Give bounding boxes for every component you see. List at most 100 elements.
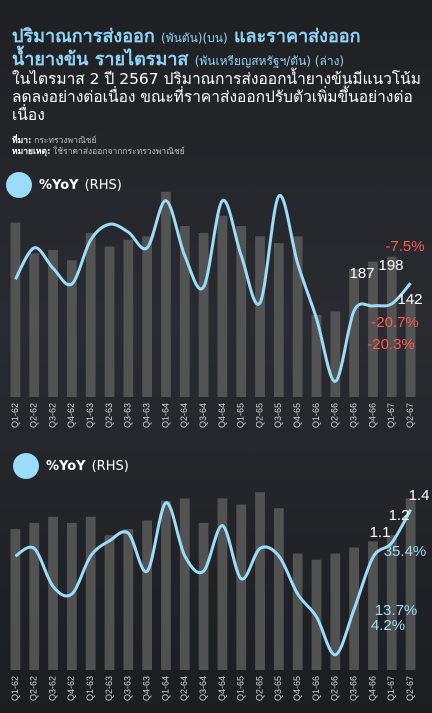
data-label: 1.1 [370, 524, 391, 541]
x-tick-label: Q1-66 [311, 676, 321, 701]
x-tick-label: Q2-66 [330, 403, 340, 428]
legend-label-bottom: %YoY [46, 458, 86, 474]
x-tick-label: Q1-67 [386, 403, 396, 428]
bar [217, 215, 228, 397]
x-tick-label: Q1-66 [311, 403, 321, 428]
data-label: -20.7% [371, 314, 419, 331]
chart-subtitle: ในไตรมาส 2 ปี 2567 ปริมาณการส่งออกน้ำยาง… [12, 70, 421, 124]
bar [29, 522, 40, 670]
x-tick-label: Q1-64 [160, 403, 170, 428]
data-label: -20.3% [367, 336, 415, 353]
bar [142, 520, 153, 670]
bar [311, 314, 322, 397]
x-tick-label: Q1-63 [85, 676, 95, 701]
x-tick-label: Q1-65 [236, 676, 246, 701]
bar [104, 246, 115, 397]
bar [273, 508, 284, 670]
bar [255, 492, 265, 670]
bar [179, 226, 190, 397]
x-tick-label: Q2-66 [330, 676, 340, 701]
x-tick-label: Q3-64 [198, 676, 208, 701]
source-text: กระทรวงพาณิชย์ [34, 136, 97, 146]
bar [405, 299, 416, 397]
x-tick-label: Q1-67 [386, 676, 396, 701]
x-tick-label: Q2-62 [29, 403, 39, 428]
title-part-2: และราคาส่งออก [233, 26, 361, 47]
x-tick-label: Q3-66 [349, 403, 359, 428]
x-tick-label: Q2-62 [29, 676, 39, 701]
bar [368, 541, 378, 670]
x-tick-label: Q3-63 [123, 403, 133, 428]
data-label: 35.4% [384, 543, 427, 560]
x-tick-label: Q2-63 [104, 676, 114, 701]
x-tick-label: Q1-65 [236, 403, 246, 428]
yoy-line [14, 501, 412, 657]
bar [123, 529, 134, 670]
x-tick-label: Q4-66 [367, 403, 377, 428]
data-label: 1.2 [389, 507, 410, 524]
legend-axis-bottom: (RHS) [91, 458, 129, 474]
data-label: 198 [378, 257, 403, 274]
x-tick-label: Q2-64 [179, 403, 189, 428]
source-label: ที่มา: [12, 136, 32, 146]
note-text: ใช้ราคาส่งออกจากกระทรวงพาณิชย์ [53, 147, 185, 157]
bar [85, 232, 96, 397]
x-tick-label: Q4-62 [66, 403, 76, 428]
data-label: -7.5% [385, 238, 424, 255]
data-label: 4.2% [371, 617, 405, 634]
bar [198, 232, 209, 397]
bar [104, 535, 115, 670]
x-tick-label: Q2-65 [254, 676, 264, 701]
x-tick-label: Q3-66 [349, 676, 359, 701]
bar [386, 256, 397, 397]
bar [292, 553, 303, 670]
x-tick-label: Q2-63 [104, 403, 114, 428]
bar [10, 222, 21, 397]
data-label: 187 [349, 265, 374, 282]
x-tick-label: Q2-67 [405, 676, 415, 701]
bar [10, 529, 21, 670]
yoy-line [14, 194, 412, 383]
x-tick-label: Q4-63 [142, 403, 152, 428]
data-label: 1.4 [409, 487, 430, 504]
bar [405, 498, 416, 670]
bar [349, 269, 360, 397]
bar [273, 243, 284, 397]
x-tick-label: Q2-65 [254, 403, 264, 428]
x-tick-label: Q1-62 [10, 676, 20, 701]
x-tick-label: Q1-63 [85, 403, 95, 428]
bar [292, 236, 303, 397]
source-note: ที่มา: กระทรวงพาณิชย์ หมายเหตุ: ใช้ราคาส… [12, 136, 185, 158]
bar [142, 236, 153, 397]
title-unit-2: (พันเหรียญสหรัฐฯ/ตัน) (ล่าง) [194, 54, 345, 68]
bar [198, 522, 209, 670]
data-label: 13.7% [375, 602, 418, 619]
bar [217, 498, 228, 670]
x-tick-label: Q4-65 [292, 676, 302, 701]
x-tick-label: Q2-64 [179, 676, 189, 701]
legend-label-top: %YoY [39, 177, 79, 193]
x-tick-label: Q4-66 [367, 676, 377, 701]
x-tick-label: Q1-62 [10, 403, 20, 428]
x-tick-label: Q3-63 [123, 676, 133, 701]
title-part-3: น้ำยางข้น รายไตรมาส [12, 49, 189, 70]
legend-bottom: %YoY (RHS) [13, 453, 129, 479]
bar [330, 311, 341, 397]
data-label: 142 [397, 291, 422, 308]
bar [85, 516, 96, 670]
legend-dot-icon [13, 453, 39, 479]
bar [255, 236, 265, 397]
chart-title: ปริมาณการส่งออก (พันตัน)(บน) และราคาส่งอ… [12, 26, 422, 72]
x-tick-label: Q3-65 [273, 676, 283, 701]
bar [330, 553, 341, 670]
x-tick-label: Q1-64 [160, 676, 170, 701]
bar [236, 504, 247, 670]
bar [368, 261, 378, 397]
bar [48, 516, 58, 670]
note-label: หมายเหตุ: [12, 147, 51, 157]
x-tick-label: Q3-62 [47, 676, 57, 701]
x-tick-label: Q3-62 [47, 403, 57, 428]
bar [66, 260, 77, 397]
